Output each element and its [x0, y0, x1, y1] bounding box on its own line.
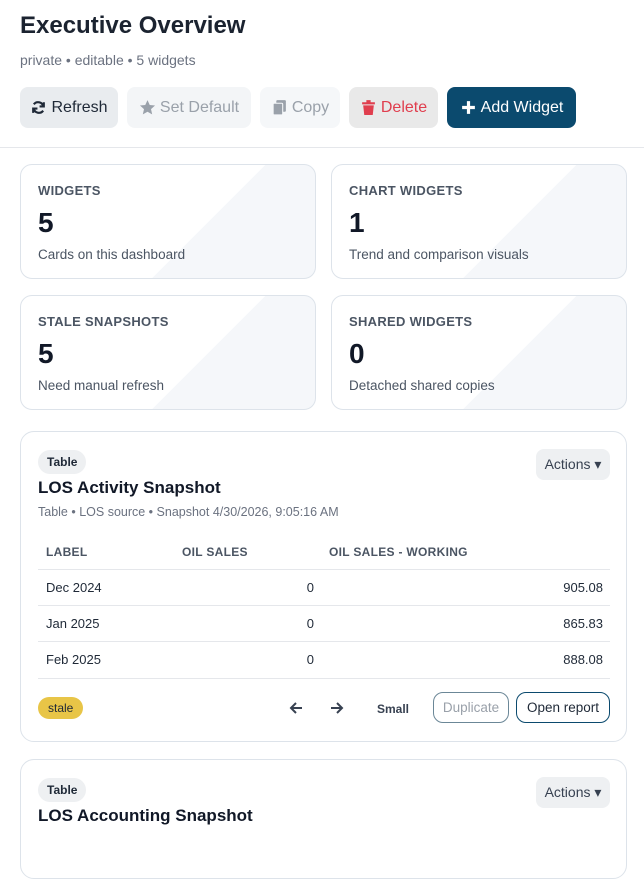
page-meta: private • editable • 5 widgets	[20, 52, 196, 68]
widget-badge: Table	[38, 450, 87, 474]
widget-title: LOS Activity Snapshot	[38, 478, 221, 497]
refresh-icon	[32, 101, 46, 114]
body: Executive Overview private • editable • …	[0, 12, 644, 879]
cell: Dec 2024	[46, 580, 102, 595]
button-label: Set Default	[159, 98, 240, 116]
button-label: Add Widget	[480, 98, 564, 116]
next-arrow[interactable]	[329, 700, 345, 716]
duplicate-button[interactable]: Duplicate	[433, 692, 509, 723]
cell: 0	[306, 616, 314, 631]
cell: 888.08	[563, 652, 603, 667]
table-row: Dec 2024 0 905.08	[38, 569, 610, 606]
cell: 0	[306, 652, 314, 667]
actions-button[interactable]: Actions ▾	[536, 777, 610, 808]
widget-title: LOS Accounting Snapshot	[38, 806, 253, 825]
stat-card: STALE SNAPSHOTS 5 Need manual refresh	[20, 295, 316, 410]
delete-button[interactable]: Delete	[349, 87, 438, 128]
stat-card: CHART WIDGETS 1 Trend and comparison vis…	[331, 164, 627, 279]
stat-label: CHART WIDGETS	[349, 183, 463, 198]
add-widget-button[interactable]: Add Widget	[447, 87, 576, 128]
cell: 905.08	[563, 580, 603, 595]
stat-value: 0	[349, 338, 365, 369]
widget-meta: Table • LOS source • Snapshot 4/30/2026,…	[38, 505, 339, 519]
widget-card: Table LOS Accounting Snapshot Actions ▾	[20, 759, 627, 879]
stat-label: SHARED WIDGETS	[349, 314, 473, 329]
plus-icon	[461, 101, 475, 114]
column-header: OIL SALES	[182, 545, 248, 559]
button-label: Copy	[291, 98, 330, 116]
open-report-button[interactable]: Open report	[516, 692, 610, 723]
copy-button[interactable]: Copy	[260, 87, 340, 128]
refresh-button[interactable]: Refresh	[20, 87, 118, 128]
cell: Feb 2025	[46, 652, 101, 667]
size-toggle[interactable]: Small	[377, 702, 410, 716]
stat-value: 1	[349, 207, 365, 238]
table-row: Jan 2025 0 865.83	[38, 605, 610, 642]
stat-card: WIDGETS 5 Cards on this dashboard	[20, 164, 316, 279]
cell: 865.83	[563, 616, 603, 631]
button-label: Delete	[380, 98, 428, 116]
stat-value: 5	[38, 338, 54, 369]
trash-icon	[362, 100, 375, 115]
page: Executive Overview {"header": {"title": …	[0, 12, 644, 879]
widget-card: Table LOS Activity Snapshot Table • LOS …	[20, 431, 627, 742]
copy-icon	[272, 100, 286, 116]
divider	[0, 147, 644, 148]
stat-label: STALE SNAPSHOTS	[38, 314, 169, 329]
table-row: Feb 2025 0 888.08	[38, 641, 610, 679]
stat-note: Trend and comparison visuals	[349, 247, 529, 262]
button-label: Actions	[544, 456, 591, 472]
set-default-button[interactable]: Set Default	[127, 87, 251, 128]
widget-badge: Table	[38, 778, 87, 802]
status-pill: stale	[38, 697, 84, 719]
cell: Jan 2025	[46, 616, 100, 631]
column-header: OIL SALES - WORKING	[329, 545, 468, 559]
stat-label: WIDGETS	[38, 183, 101, 198]
stat-note: Detached shared copies	[349, 378, 495, 393]
page-title: Executive Overview	[20, 12, 246, 39]
column-header: LABEL	[46, 545, 88, 559]
button-label: Refresh	[51, 98, 108, 116]
cell: 0	[306, 580, 314, 595]
stat-note: Need manual refresh	[38, 378, 165, 393]
stat-card: SHARED WIDGETS 0 Detached shared copies	[331, 295, 627, 410]
prev-arrow[interactable]	[288, 700, 304, 716]
button-label: Actions	[544, 784, 591, 800]
star-icon	[139, 100, 155, 115]
stat-value: 5	[38, 207, 54, 238]
stat-note: Cards on this dashboard	[38, 247, 186, 262]
actions-button[interactable]: Actions ▾	[536, 449, 610, 480]
